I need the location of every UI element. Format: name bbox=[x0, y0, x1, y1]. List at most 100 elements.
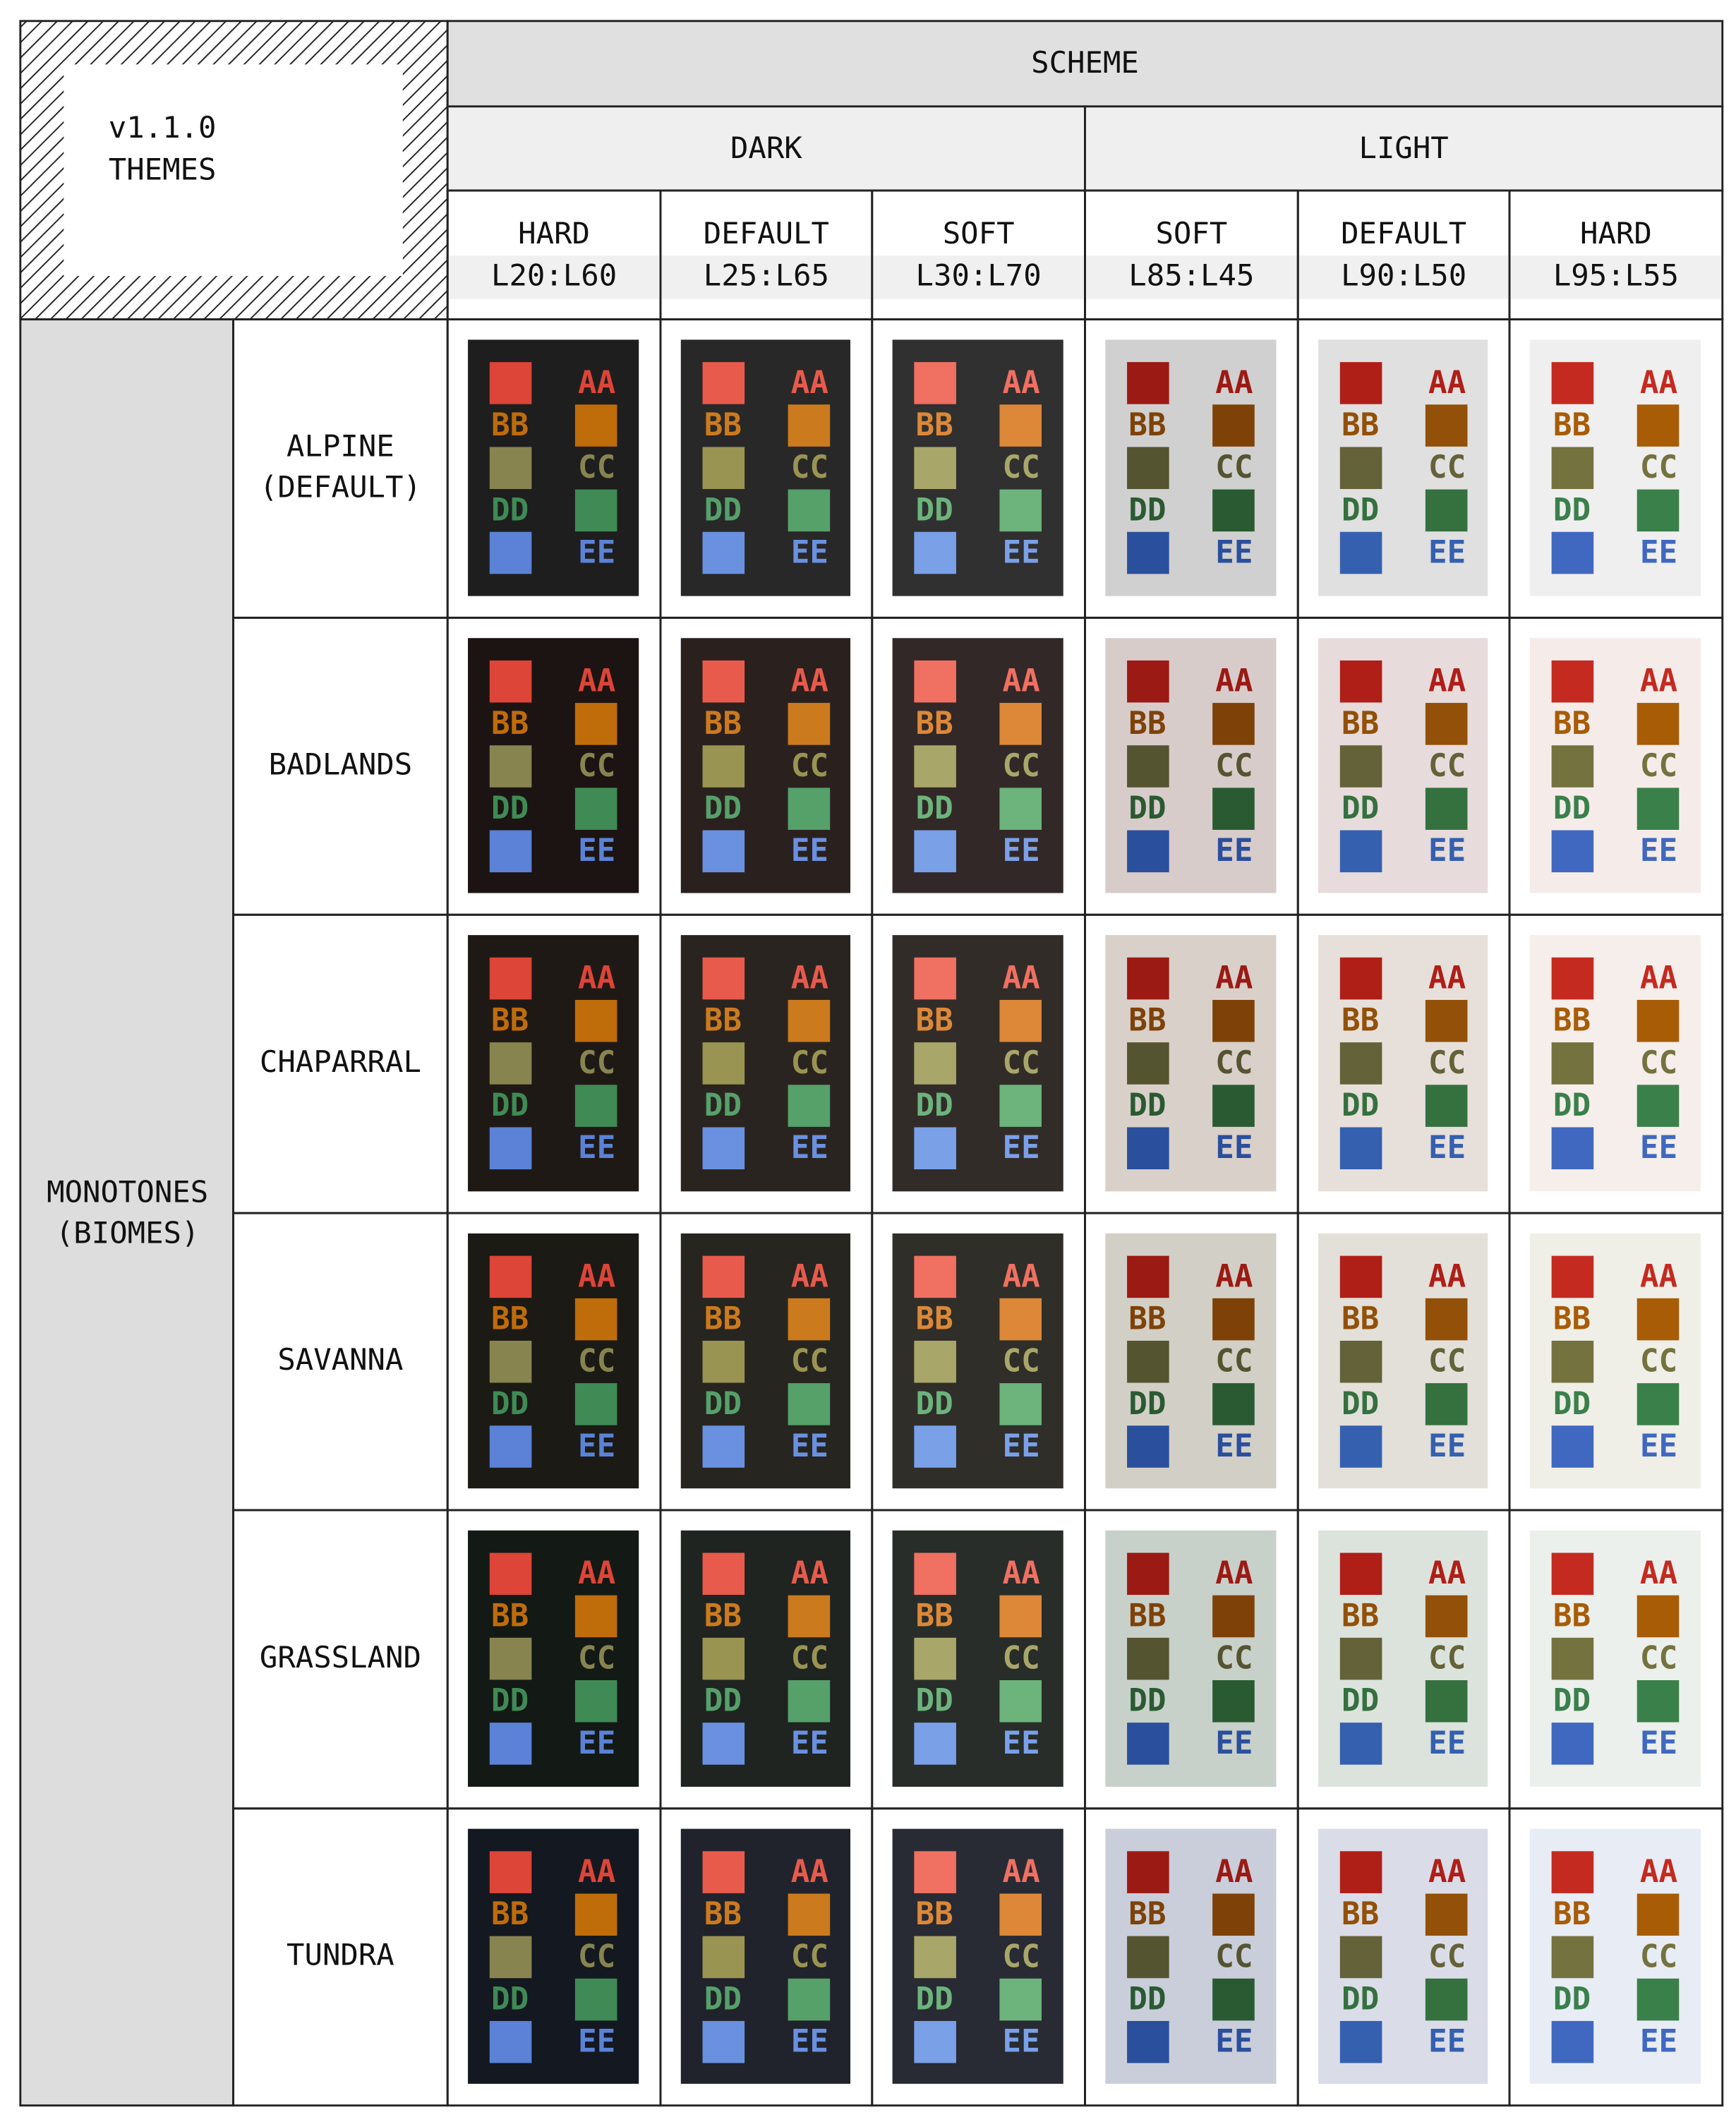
swatch-label: AA bbox=[1640, 1258, 1677, 1294]
swatch-label: DD bbox=[1342, 1982, 1379, 2018]
swatch-label: CC bbox=[578, 1641, 615, 1677]
column-range: L90:L50 bbox=[1341, 258, 1466, 293]
swatch-label: AA bbox=[1428, 365, 1466, 401]
swatch bbox=[1551, 830, 1594, 873]
swatch bbox=[574, 999, 617, 1042]
swatch bbox=[489, 957, 532, 1000]
group-header: DARK bbox=[730, 131, 802, 165]
swatch-label: AA bbox=[791, 960, 828, 996]
swatch bbox=[1636, 1085, 1680, 1127]
swatch-label: EE bbox=[578, 1725, 615, 1761]
swatch bbox=[574, 404, 617, 447]
swatch bbox=[1551, 660, 1594, 703]
swatch-label: DD bbox=[1553, 1683, 1591, 1719]
swatch bbox=[702, 660, 745, 703]
swatch bbox=[1425, 489, 1468, 532]
swatch-label: BB bbox=[491, 1003, 529, 1039]
swatch bbox=[1212, 1893, 1255, 1936]
swatch bbox=[1636, 489, 1680, 532]
swatch-label: AA bbox=[1215, 1258, 1253, 1294]
swatch-label: DD bbox=[1553, 1982, 1591, 2018]
swatch bbox=[1425, 1298, 1468, 1341]
swatch bbox=[702, 362, 745, 404]
swatch-label: CC bbox=[1215, 450, 1253, 485]
swatch bbox=[1212, 1085, 1255, 1127]
swatch bbox=[914, 830, 956, 873]
corner-box bbox=[64, 64, 403, 277]
swatch-label: DD bbox=[704, 790, 742, 826]
swatch-label: BB bbox=[1553, 407, 1591, 443]
swatch bbox=[574, 1383, 617, 1425]
swatch bbox=[914, 447, 956, 490]
swatch bbox=[702, 1637, 745, 1680]
group-header: LIGHT bbox=[1359, 131, 1449, 165]
swatch-label: EE bbox=[1640, 1130, 1677, 1166]
swatch bbox=[1339, 1255, 1382, 1298]
swatch bbox=[1425, 1978, 1468, 2021]
range-band bbox=[1510, 255, 1721, 299]
swatch-label: CC bbox=[1640, 450, 1677, 485]
swatch-label: AA bbox=[1003, 365, 1040, 401]
swatch bbox=[1636, 703, 1680, 745]
swatch-label: DD bbox=[704, 1982, 742, 2018]
swatch bbox=[1212, 703, 1255, 745]
swatch bbox=[574, 489, 617, 532]
swatch bbox=[702, 957, 745, 1000]
swatch bbox=[1339, 1723, 1382, 1765]
swatch-label: BB bbox=[704, 1003, 742, 1039]
swatch bbox=[1339, 362, 1382, 404]
swatch bbox=[914, 362, 956, 404]
swatch bbox=[1636, 1383, 1680, 1425]
swatch-label: EE bbox=[1003, 534, 1040, 570]
swatch bbox=[489, 1042, 532, 1085]
swatch bbox=[1425, 1085, 1468, 1127]
column-name: HARD bbox=[1580, 216, 1652, 251]
swatch-label: DD bbox=[1553, 1087, 1591, 1123]
swatch bbox=[1551, 1637, 1594, 1680]
swatch-label: CC bbox=[1215, 748, 1253, 784]
swatch-label: BB bbox=[704, 706, 742, 742]
swatch bbox=[489, 2020, 532, 2063]
swatch bbox=[489, 1255, 532, 1298]
swatch bbox=[574, 1978, 617, 2021]
swatch-label: AA bbox=[1215, 1555, 1253, 1591]
swatch-label: AA bbox=[1640, 960, 1677, 996]
cell bbox=[1508, 1807, 1724, 2107]
swatch bbox=[1212, 404, 1255, 447]
column-name: HARD bbox=[518, 216, 590, 251]
swatch-label: DD bbox=[491, 1683, 529, 1719]
swatch bbox=[1551, 1851, 1594, 1893]
column-name: SOFT bbox=[1155, 216, 1227, 251]
swatch bbox=[702, 2020, 745, 2063]
swatch bbox=[1339, 1936, 1382, 1979]
swatch bbox=[1551, 957, 1594, 1000]
swatch bbox=[1425, 999, 1468, 1042]
range-band bbox=[1086, 255, 1297, 299]
swatch bbox=[1636, 1595, 1680, 1638]
swatch bbox=[1551, 2020, 1594, 2063]
swatch bbox=[1339, 1851, 1382, 1893]
swatch bbox=[1127, 745, 1169, 788]
swatch bbox=[999, 404, 1042, 447]
swatch-label: DD bbox=[916, 1982, 953, 2018]
swatch bbox=[788, 1978, 831, 2021]
swatch bbox=[574, 1085, 617, 1127]
swatch-label: CC bbox=[1215, 1344, 1253, 1380]
swatch bbox=[999, 703, 1042, 745]
swatch-label: AA bbox=[1215, 365, 1253, 401]
swatch-label: AA bbox=[1003, 960, 1040, 996]
swatch bbox=[914, 531, 956, 574]
swatch-label: CC bbox=[791, 1641, 828, 1677]
swatch-label: DD bbox=[916, 1087, 953, 1123]
swatch-label: BB bbox=[1128, 1301, 1166, 1337]
swatch-label: EE bbox=[1003, 2024, 1040, 2060]
swatch-label: EE bbox=[578, 1428, 615, 1464]
swatch-label: CC bbox=[1215, 1641, 1253, 1677]
swatch bbox=[1551, 1723, 1594, 1765]
swatch-label: EE bbox=[1215, 833, 1253, 869]
swatch-label: EE bbox=[791, 1130, 828, 1166]
swatch bbox=[489, 531, 532, 574]
swatch bbox=[1212, 1298, 1255, 1341]
swatch-label: DD bbox=[491, 1386, 529, 1422]
